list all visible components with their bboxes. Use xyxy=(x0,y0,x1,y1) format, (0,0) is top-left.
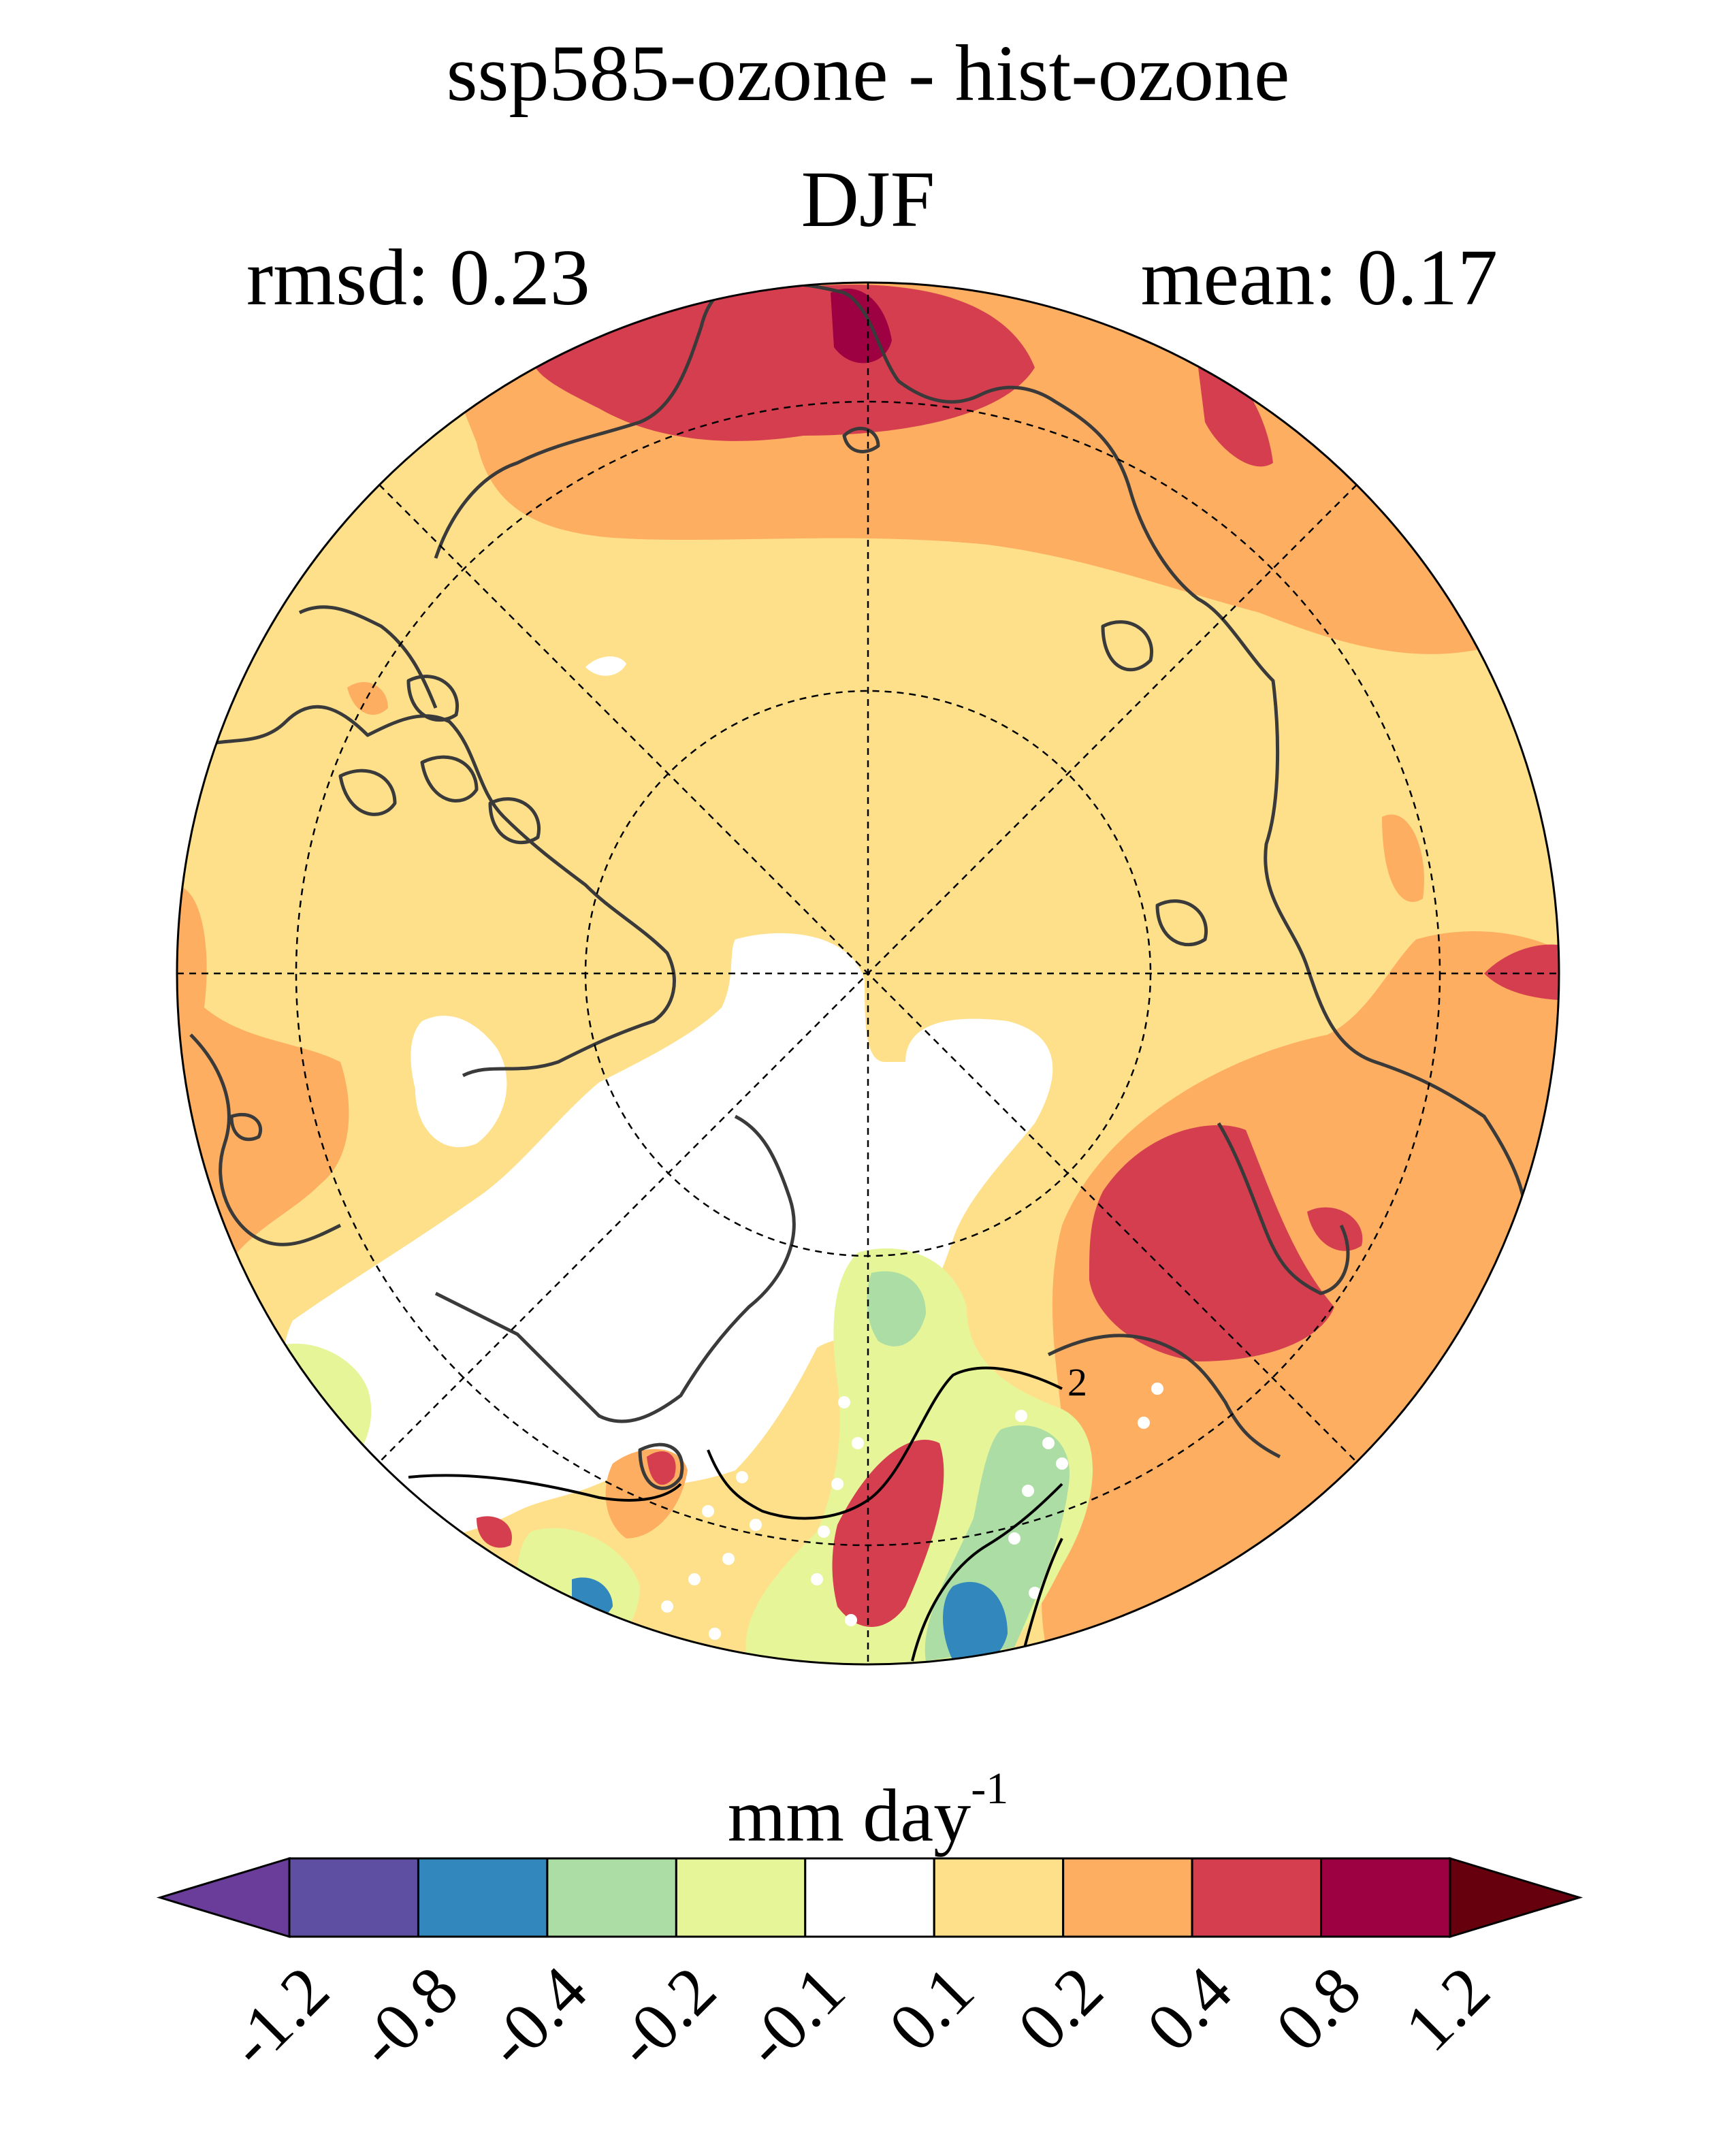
season-label: DJF xyxy=(801,155,935,244)
coast-arch-1 xyxy=(338,769,397,816)
coast-iceland xyxy=(638,1442,684,1490)
mean-label: mean: 0.17 xyxy=(1140,233,1498,322)
colorbar-box xyxy=(1320,1857,1451,1938)
contour-lines xyxy=(408,1366,1063,1662)
field-orange-right-blob xyxy=(1382,814,1424,902)
contour-line-2 xyxy=(911,1483,1063,1662)
coast-greenland xyxy=(434,1114,796,1423)
coast-arch-2 xyxy=(420,755,479,803)
colorbar-box xyxy=(675,1857,807,1938)
coast-arch-4 xyxy=(406,675,459,722)
colorbar-tick-label: 1.2 xyxy=(1390,1952,1504,2065)
contour-line-4 xyxy=(1020,1538,1063,1662)
colorbar-tick-label: 0.8 xyxy=(1261,1952,1375,2065)
colorbar-tick-label: -0.1 xyxy=(730,1952,859,2081)
coast-europe xyxy=(1047,1334,1281,1459)
map-title: ssp585-ozone - hist-ozone xyxy=(446,29,1290,118)
colorbar-box xyxy=(417,1857,549,1938)
field-blue-bottom xyxy=(943,1581,1008,1664)
coast-arch-3 xyxy=(488,797,541,845)
colorbar-extend-low xyxy=(156,1856,291,1939)
coast-scandinavia xyxy=(1217,1122,1350,1295)
colorbar-box xyxy=(933,1857,1065,1938)
coast-island-3 xyxy=(842,426,880,453)
colorbar xyxy=(156,1856,1584,1939)
colorbar-box xyxy=(1062,1857,1193,1938)
coastlines xyxy=(189,283,1528,1490)
colorbar-extend-high xyxy=(1449,1856,1584,1939)
field-white xyxy=(283,933,1053,1538)
contour-line-3 xyxy=(408,1474,682,1502)
meridian-diag-2 xyxy=(379,484,1357,1463)
coast-island-4 xyxy=(229,1112,263,1142)
units-base: mm day xyxy=(727,1774,971,1857)
field-red-right-small xyxy=(1307,1207,1363,1251)
coast-siberia xyxy=(434,283,1528,1240)
significance-stipple xyxy=(532,1124,1163,1640)
field-darkred-top xyxy=(831,288,892,364)
field-green-bottom xyxy=(867,1271,926,1346)
field-red-bottomleft xyxy=(647,1451,676,1485)
field-white-left xyxy=(411,1016,507,1148)
contour-line-1 xyxy=(707,1366,1063,1520)
map-border xyxy=(176,281,1560,1666)
field-red-left2 xyxy=(477,1516,512,1548)
coast-island-2 xyxy=(1155,899,1208,947)
field-white-topleft xyxy=(585,656,626,676)
colorbar-box xyxy=(1191,1857,1323,1938)
colorbar-tick-label: -0.4 xyxy=(472,1952,601,2081)
field-orange-left-small xyxy=(347,681,388,715)
colorbar-tick-label: 0.2 xyxy=(1003,1952,1117,2065)
colorbar-tick-label: -0.2 xyxy=(600,1952,730,2081)
field-red-top xyxy=(531,285,1035,441)
field-orange-left xyxy=(177,885,349,1293)
colorbar-tick-label: 0.1 xyxy=(875,1952,988,2065)
rmsd-label: rmsd: 0.23 xyxy=(246,233,590,322)
colorbar-tick-label: 0.4 xyxy=(1132,1952,1246,2065)
colorbar-tick-label: -1.2 xyxy=(214,1952,343,2081)
coast-alaska xyxy=(298,605,438,709)
coast-canada xyxy=(190,705,676,1078)
colorbar-box xyxy=(288,1857,419,1938)
field-red-right xyxy=(1089,1125,1334,1361)
colorbar-box xyxy=(546,1857,677,1938)
coast-hudson xyxy=(189,1033,342,1246)
field-red-bottom xyxy=(832,1440,944,1627)
colorbar-box xyxy=(804,1857,935,1938)
graticule xyxy=(177,283,1559,1664)
field-red-top-right xyxy=(1198,365,1273,467)
colorbar-tick-label: -0.8 xyxy=(342,1952,472,2081)
units-exponent: -1 xyxy=(971,1764,1009,1813)
colorbar-units: mm day-1 xyxy=(0,1763,1736,1859)
contour-label: 2 xyxy=(1067,1360,1087,1404)
colorbar-ticks: -1.2 -0.8 -0.4 -0.2 -0.1 0.1 0.2 0.4 0.8 1.2 xyxy=(214,1952,1504,2081)
coast-island-1 xyxy=(1101,620,1153,672)
